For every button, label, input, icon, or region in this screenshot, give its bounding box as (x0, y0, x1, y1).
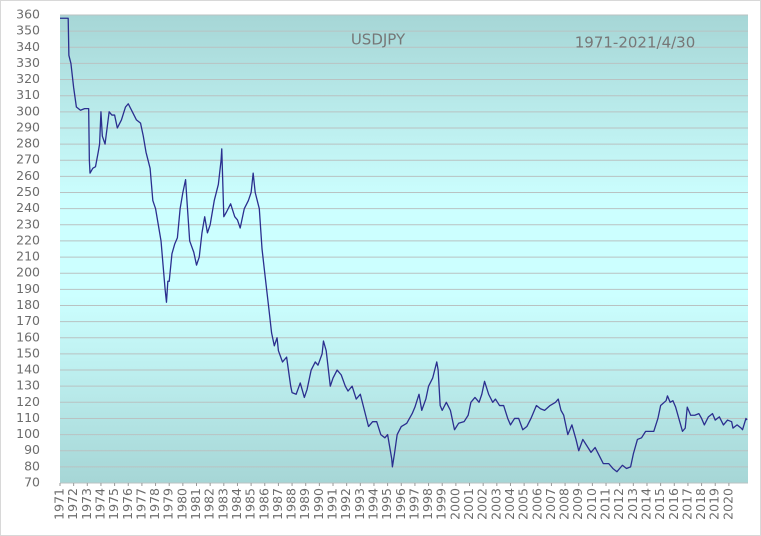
x-tick-label: 1999 (434, 488, 449, 520)
x-tick-label: 1994 (365, 488, 380, 520)
y-tick-label: 150 (16, 345, 40, 360)
y-tick-label: 90 (24, 442, 40, 457)
x-tick-label: 1974 (92, 488, 107, 520)
y-tick-label: 170 (16, 313, 40, 328)
x-tick-label: 2020 (720, 488, 735, 520)
x-tick-label: 1983 (215, 488, 230, 520)
x-tick-label: 2018 (693, 488, 708, 520)
y-tick-label: 220 (16, 232, 40, 247)
x-tick-label: 1971 (52, 488, 67, 520)
x-tick-label: 1997 (406, 488, 421, 520)
x-tick-label: 2008 (557, 488, 572, 520)
x-tick-label: 1996 (393, 488, 408, 520)
y-tick-label: 100 (16, 426, 40, 441)
x-tick-label: 2004 (502, 488, 517, 520)
x-tick-label: 2013 (625, 488, 640, 520)
y-tick-label: 280 (16, 136, 40, 151)
y-tick-label: 230 (16, 216, 40, 231)
x-tick-label: 2019 (707, 488, 722, 520)
x-tick-label: 2014 (638, 488, 653, 520)
plot-area (60, 15, 748, 483)
x-tick-label: 2000 (447, 488, 462, 520)
y-tick-label: 80 (24, 458, 40, 473)
y-tick-label: 160 (16, 329, 40, 344)
y-tick-label: 140 (16, 362, 40, 377)
x-tick-label: 1977 (133, 488, 148, 520)
y-tick-label: 180 (16, 297, 40, 312)
x-tick-label: 1981 (188, 488, 203, 520)
y-tick-label: 270 (16, 152, 40, 167)
x-tick-label: 2016 (666, 488, 681, 520)
y-tick-label: 130 (16, 378, 40, 393)
y-tick-label: 300 (16, 103, 40, 118)
x-tick-label: 1995 (379, 488, 394, 520)
y-tick-label: 350 (16, 23, 40, 38)
y-tick-label: 70 (24, 475, 40, 490)
y-tick-label: 200 (16, 265, 40, 280)
x-tick-label: 1989 (297, 488, 312, 520)
x-tick-label: 1984 (229, 488, 244, 520)
x-tick-label: 2011 (598, 488, 613, 520)
x-tick-label: 1982 (202, 488, 217, 520)
x-tick-label: 1987 (270, 488, 285, 520)
y-tick-label: 360 (16, 7, 40, 22)
chart-title: USDJPY (351, 31, 406, 49)
y-tick-label: 340 (16, 39, 40, 54)
x-tick-label: 1980 (174, 488, 189, 520)
x-tick-label: 1985 (243, 488, 258, 520)
x-tick-label: 2012 (611, 488, 626, 520)
x-tick-label: 1998 (420, 488, 435, 520)
x-tick-label: 1976 (120, 488, 135, 520)
price-line (60, 17, 748, 473)
x-tick-label: 1991 (325, 488, 340, 520)
x-tick-label: 2001 (461, 488, 476, 520)
x-tick-label: 2017 (679, 488, 694, 520)
x-tick-label: 1993 (352, 488, 367, 520)
chart-subtitle: 1971-2021/4/30 (575, 34, 696, 52)
y-tick-label: 320 (16, 71, 40, 86)
y-tick-label: 240 (16, 200, 40, 215)
y-tick-label: 110 (16, 410, 40, 425)
x-tick-label: 2015 (652, 488, 667, 520)
x-tick-label: 1988 (284, 488, 299, 520)
y-tick-label: 310 (16, 87, 40, 102)
y-tick-label: 210 (16, 249, 40, 264)
x-tick-label: 1978 (147, 488, 162, 520)
x-tick-label: 1972 (65, 488, 80, 520)
x-tick-label: 2002 (475, 488, 490, 520)
y-tick-label: 330 (16, 55, 40, 70)
y-tick-label: 260 (16, 168, 40, 183)
x-tick-label: 2009 (570, 488, 585, 520)
x-tick-label: 1979 (161, 488, 176, 520)
x-tick-label: 2006 (529, 488, 544, 520)
x-tick-label: 1975 (106, 488, 121, 520)
y-tick-label: 190 (16, 281, 40, 296)
x-tick-label: 1986 (256, 488, 271, 520)
x-tick-label: 2005 (516, 488, 531, 520)
x-tick-label: 1992 (338, 488, 353, 520)
y-tick-label: 120 (16, 394, 40, 409)
x-tick-label: 1990 (311, 488, 326, 520)
y-tick-label: 290 (16, 119, 40, 134)
y-tick-label: 250 (16, 184, 40, 199)
x-tick-label: 2010 (584, 488, 599, 520)
x-tick-label: 2003 (488, 488, 503, 520)
x-tick-label: 2007 (543, 488, 558, 520)
x-tick-label: 1973 (79, 488, 94, 520)
